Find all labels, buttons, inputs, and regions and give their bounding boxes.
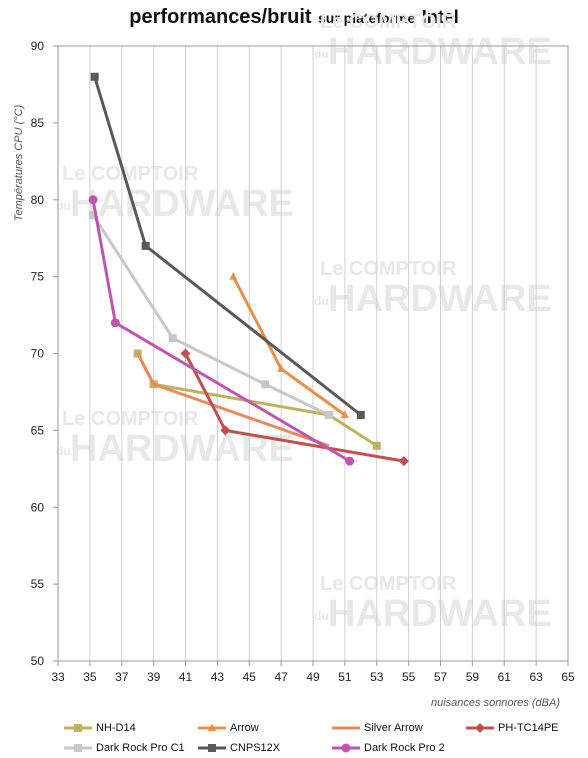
y-tick-label: 90 bbox=[31, 39, 45, 53]
legend-swatch bbox=[332, 743, 360, 753]
watermark-top-text: Le COMPTOIR bbox=[320, 11, 457, 33]
y-tick-label: 70 bbox=[31, 347, 45, 361]
data-point-dark-rock-pro-2 bbox=[345, 456, 355, 466]
watermark-top-text: Le COMPTOIR bbox=[62, 408, 199, 430]
x-tick-label: 65 bbox=[561, 670, 575, 684]
x-tick-label: 43 bbox=[211, 670, 225, 684]
watermark-big-text: HARDWARE bbox=[328, 593, 552, 635]
watermark-big-text: HARDWARE bbox=[70, 428, 294, 470]
x-tick-label: 37 bbox=[115, 670, 129, 684]
watermark-top-text: Le COMPTOIR bbox=[62, 163, 199, 185]
y-axis-ticks: 50 55 60 65 70 75 80 85 90 bbox=[31, 39, 58, 668]
watermark-big-text: HARDWARE bbox=[328, 278, 552, 320]
x-tick-label: 39 bbox=[147, 670, 161, 684]
legend-label: NH-D14 bbox=[96, 722, 136, 734]
x-tick-label: 47 bbox=[274, 670, 288, 684]
watermark-du-text: du bbox=[314, 609, 329, 623]
data-point-cnps12x bbox=[356, 411, 365, 419]
y-axis-label: Températures CPU (°C) bbox=[13, 104, 25, 221]
x-tick-label: 53 bbox=[370, 670, 384, 684]
x-tick-label: 45 bbox=[243, 670, 257, 684]
data-point-dark-rock-pro-c1 bbox=[89, 211, 98, 220]
series-arrow bbox=[229, 272, 349, 418]
legend-swatch bbox=[332, 726, 360, 730]
x-tick-label: 55 bbox=[402, 670, 416, 684]
y-tick-label: 50 bbox=[31, 654, 45, 668]
legend-swatch-marker bbox=[475, 723, 485, 733]
x-tick-label: 59 bbox=[466, 670, 480, 684]
legend-label: Dark Rock Pro C1 bbox=[96, 742, 185, 754]
data-point-arrow bbox=[340, 410, 349, 418]
data-point-cnps12x bbox=[90, 72, 99, 81]
watermark-du-text: du bbox=[56, 444, 71, 458]
legend-swatch bbox=[466, 723, 494, 733]
legend-swatch bbox=[198, 744, 226, 752]
x-tick-label: 61 bbox=[498, 670, 512, 684]
x-tick-label: 57 bbox=[434, 670, 448, 684]
data-point-dark-rock-pro-c1 bbox=[168, 334, 177, 343]
series-layer bbox=[88, 72, 409, 467]
series-ph-tc14pe bbox=[180, 348, 409, 467]
y-tick-label: 60 bbox=[31, 500, 45, 514]
x-axis-label: nuisances sonnores (dBA) bbox=[431, 697, 560, 709]
legend: NH-D14 Arrow Silver Arrow PH-TC14PE Dark Roc… bbox=[0, 718, 588, 758]
y-tick-label: 85 bbox=[31, 116, 45, 130]
data-point-cnps12x bbox=[141, 241, 150, 250]
x-tick-label: 33 bbox=[51, 670, 65, 684]
y-tick-label: 75 bbox=[31, 270, 45, 284]
legend-label: Dark Rock Pro 2 bbox=[364, 742, 445, 754]
data-point-arrow bbox=[229, 272, 238, 280]
watermark-big-text: HARDWARE bbox=[328, 31, 552, 73]
x-tick-label: 49 bbox=[306, 670, 320, 684]
series-line-silver-arrow bbox=[136, 352, 330, 448]
y-tick-label: 55 bbox=[31, 577, 45, 591]
series-cnps12x bbox=[90, 72, 365, 419]
series-silver-arrow bbox=[136, 352, 330, 448]
legend-swatch bbox=[198, 723, 226, 731]
legend-swatch-marker bbox=[74, 744, 82, 752]
data-point-dark-rock-pro-2 bbox=[110, 318, 120, 328]
x-axis-ticks: 33 35 37 39 41 43 45 47 49 51 53 55 57 59 61 63 65 bbox=[51, 661, 575, 684]
legend-label: CNPS12X bbox=[230, 742, 281, 754]
legend-swatch bbox=[64, 724, 92, 732]
legend-label: Silver Arrow bbox=[364, 722, 423, 734]
data-point-arrow bbox=[277, 364, 286, 372]
data-point-nh-d14 bbox=[372, 441, 381, 450]
legend-swatch-marker bbox=[208, 744, 216, 752]
watermark-du-text: du bbox=[314, 294, 329, 308]
data-point-dark-rock-pro-c1 bbox=[324, 411, 333, 419]
x-tick-label: 63 bbox=[529, 670, 543, 684]
x-tick-label: 41 bbox=[179, 670, 193, 684]
y-tick-label: 65 bbox=[31, 423, 45, 437]
watermark-du-text: du bbox=[56, 199, 71, 213]
watermark-big-text: HARDWARE bbox=[70, 183, 294, 225]
watermark-top-text: Le COMPTOIR bbox=[320, 258, 457, 280]
title-mid: sur plateforme bbox=[318, 10, 416, 26]
series-dark-rock-pro-c1 bbox=[89, 211, 333, 419]
watermark-du-text: du bbox=[314, 47, 329, 61]
chart-title: performances/bruit sur plateforme Intel bbox=[0, 6, 588, 29]
legend-label: Arrow bbox=[230, 722, 259, 734]
data-point-ph-tc14pe bbox=[180, 348, 191, 359]
data-point-dark-rock-pro-2 bbox=[88, 195, 98, 205]
data-point-ph-tc14pe bbox=[220, 425, 231, 436]
data-point-ph-tc14pe bbox=[398, 456, 409, 467]
series-dark-rock-pro-2 bbox=[88, 195, 355, 466]
x-tick-label: 51 bbox=[338, 670, 352, 684]
title-main: performances/bruit bbox=[129, 6, 312, 28]
watermark-top-text: Le COMPTOIR bbox=[320, 573, 457, 595]
legend-swatch bbox=[64, 744, 92, 752]
data-point-dark-rock-pro-c1 bbox=[261, 380, 270, 389]
series-line-dark-rock-pro-c1 bbox=[91, 214, 330, 417]
title-end: Intel bbox=[421, 7, 459, 27]
legend-label: PH-TC14PE bbox=[498, 722, 559, 734]
x-tick-label: 35 bbox=[83, 670, 97, 684]
y-tick-label: 80 bbox=[31, 193, 45, 207]
legend-swatch-marker bbox=[341, 743, 351, 753]
legend-swatch-marker bbox=[208, 723, 216, 731]
legend-swatch-marker bbox=[74, 724, 82, 732]
